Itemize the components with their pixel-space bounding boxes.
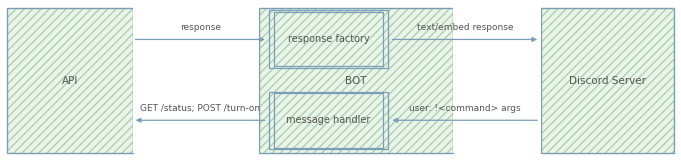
Bar <box>259 8 453 153</box>
Bar <box>269 92 388 149</box>
Text: message handler: message handler <box>287 115 370 125</box>
Bar <box>274 12 383 66</box>
Text: user: !<command> args: user: !<command> args <box>409 104 521 113</box>
Bar <box>541 8 674 153</box>
Bar <box>7 8 133 153</box>
Bar <box>133 8 259 153</box>
Text: Discord Server: Discord Server <box>569 76 646 85</box>
Bar <box>269 92 388 149</box>
Text: response: response <box>180 23 221 32</box>
Bar <box>7 8 133 153</box>
Bar <box>269 10 388 68</box>
Text: GET /status; POST /turn-on: GET /status; POST /turn-on <box>140 104 260 113</box>
Bar <box>274 93 383 148</box>
Text: response factory: response factory <box>287 34 370 44</box>
Bar <box>259 8 453 153</box>
Bar <box>259 8 453 153</box>
Bar <box>269 92 388 149</box>
Bar <box>541 8 674 153</box>
Text: API: API <box>61 76 78 85</box>
Bar <box>453 8 541 153</box>
Text: text/embed response: text/embed response <box>417 23 513 32</box>
Bar <box>7 8 133 153</box>
Bar <box>541 8 674 153</box>
Text: BOT: BOT <box>345 76 366 85</box>
Bar <box>269 10 388 68</box>
Bar <box>269 10 388 68</box>
